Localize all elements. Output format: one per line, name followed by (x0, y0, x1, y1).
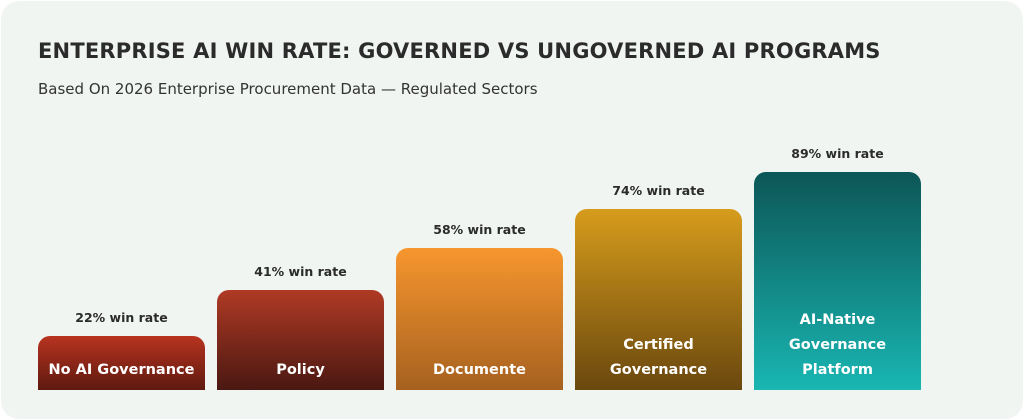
value-label: 22% win rate (75, 310, 168, 326)
chart-title: ENTERPRISE AI WIN RATE: GOVERNED VS UNGO… (38, 39, 881, 63)
category-label: Policy (276, 362, 325, 378)
bar (217, 289, 384, 390)
bar (575, 208, 742, 390)
bar (754, 171, 921, 390)
category-label: Documente (433, 362, 526, 378)
bar (396, 247, 563, 390)
category-label: AI-Native Governance Platform (788, 312, 887, 378)
category-label: Certified Governance (609, 337, 708, 378)
category-label: No AI Governance (48, 362, 195, 378)
bar (38, 336, 205, 390)
value-label: 74% win rate (612, 182, 705, 198)
value-label: 41% win rate (254, 263, 347, 279)
value-label: 58% win rate (433, 221, 526, 237)
value-label: 89% win rate (791, 145, 884, 161)
chart-subtitle: Based On 2026 Enterprise Procurement Dat… (38, 80, 538, 98)
